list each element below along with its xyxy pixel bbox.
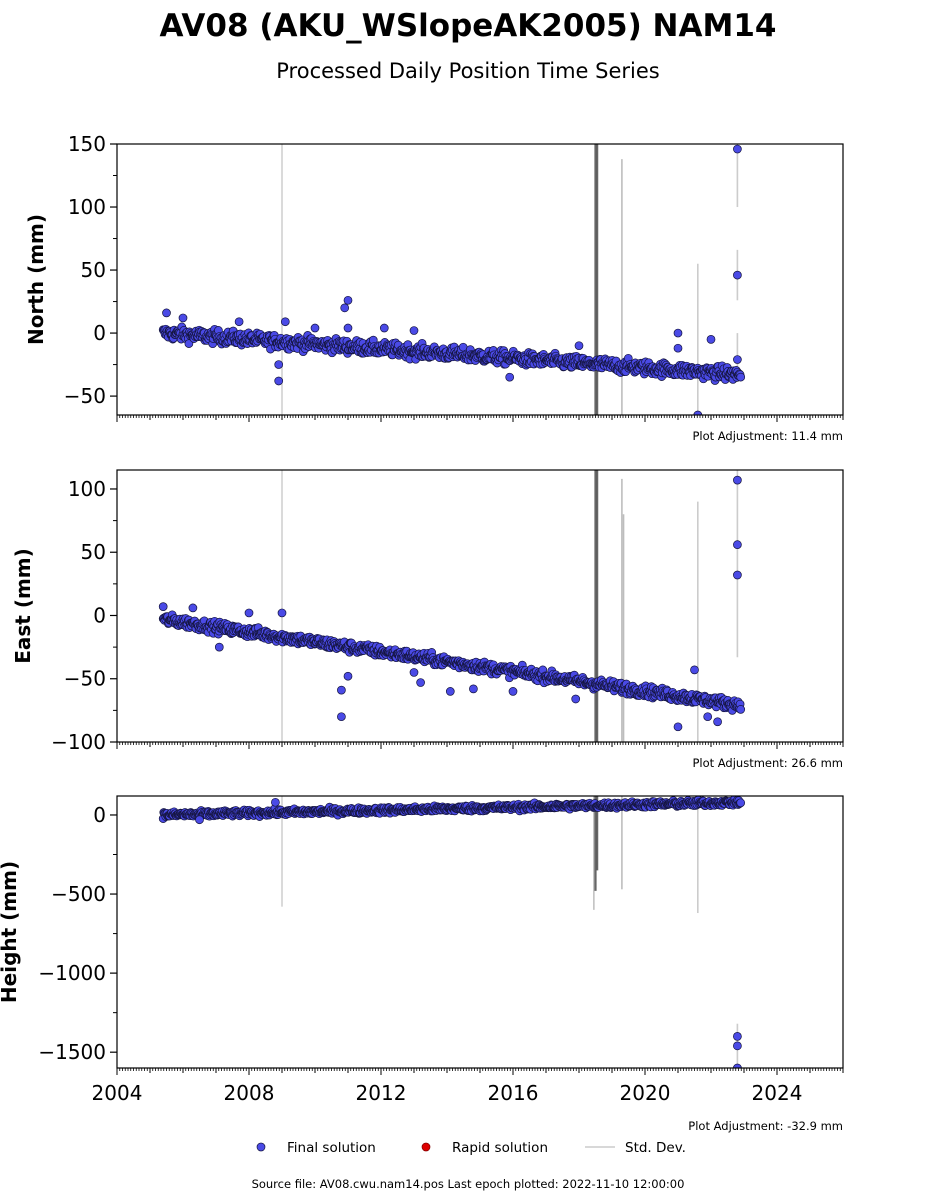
x-tick-label: 2024	[752, 1081, 803, 1105]
x-tick-label: 2020	[620, 1081, 671, 1105]
plot-area	[158, 470, 746, 742]
final-solution-outlier	[713, 717, 722, 727]
plot-adjustment-label: Plot Adjustment: 26.6 mm	[692, 756, 843, 770]
y-axis-label: Height (mm)	[0, 861, 21, 1003]
final-solution-outlier	[733, 355, 742, 364]
panel-1: −50 0 50 100 150 North (mm) Plot Adjustment: 1…	[24, 132, 844, 443]
y-tick-label: 50	[81, 540, 106, 564]
y-tick-label: −500	[51, 882, 106, 906]
final-solution-outlier	[673, 328, 683, 338]
final-solution-outlier	[343, 295, 353, 305]
y-tick-label: −1000	[38, 961, 106, 985]
final-solution-outlier	[274, 360, 284, 369]
final-solution-outlier	[337, 685, 346, 695]
final-solution-outlier	[571, 694, 581, 704]
plot-adjustment-label: Plot Adjustment: 11.4 mm	[692, 429, 843, 443]
legend-marker	[421, 1142, 431, 1152]
x-tick-label: 2008	[224, 1081, 275, 1105]
final-solution-outlier	[409, 326, 419, 335]
final-solution-point	[736, 372, 746, 382]
y-tick-label: −1500	[38, 1040, 106, 1064]
y-tick-label: 100	[68, 477, 106, 501]
final-solution-outlier	[409, 668, 419, 677]
axes-frame	[116, 795, 844, 1069]
x-tick-label: 2012	[356, 1081, 407, 1105]
panel-3: 2004 2008 2012 2016 2020 2024 −1500 −1000 −500 0 H…	[0, 795, 844, 1133]
legend-item: Rapid solution	[421, 1140, 548, 1156]
chart-subtitle: Processed Daily Position Time Series	[276, 59, 660, 83]
legend-item: Final solution	[256, 1140, 376, 1156]
final-solution-outlier	[508, 687, 518, 696]
x-tick-label: 2016	[488, 1081, 539, 1105]
final-solution-outlier	[277, 608, 287, 618]
final-solution-outlier	[690, 665, 699, 675]
legend-marker	[256, 1142, 266, 1152]
y-tick-label: 0	[93, 321, 106, 345]
y-tick-label: 150	[68, 132, 106, 156]
final-solution-outlier	[310, 323, 320, 333]
final-solution-outlier	[158, 602, 168, 611]
final-solution-outlier	[379, 323, 389, 333]
final-solution-outlier	[416, 678, 425, 687]
final-solution-outlier	[188, 603, 198, 613]
final-solution-outlier	[733, 1063, 742, 1068]
final-solution-outlier	[178, 313, 188, 323]
final-solution-outlier	[733, 144, 742, 154]
y-tick-label: −100	[51, 730, 106, 754]
y-tick-label: 100	[68, 195, 106, 219]
final-solution-outlier	[343, 323, 353, 333]
final-solution-point	[736, 798, 746, 808]
y-tick-label: 50	[81, 258, 106, 282]
final-solution-point	[736, 705, 746, 714]
final-solution-outlier	[343, 671, 353, 681]
final-solution-outlier	[214, 642, 224, 652]
plot-area	[158, 796, 746, 1068]
final-solution-outlier	[340, 303, 350, 313]
y-tick-label: 0	[93, 603, 106, 627]
legend-item: Std. Dev.	[585, 1140, 686, 1156]
chart-title-text: AV08 (AKU_WSlopeAK2005) NAM14	[160, 8, 777, 44]
final-solution-outlier	[280, 317, 290, 327]
final-solution-outlier	[162, 308, 171, 318]
legend-label: Rapid solution	[452, 1140, 548, 1156]
final-solution-outlier	[733, 475, 742, 485]
x-tick-label: 2004	[92, 1081, 143, 1105]
final-solution-outlier	[469, 684, 478, 694]
final-solution-outlier	[693, 410, 703, 415]
final-solution-outlier	[733, 1041, 742, 1051]
legend-label: Final solution	[287, 1140, 376, 1156]
final-solution-outlier	[733, 270, 742, 280]
final-solution-outlier	[274, 376, 284, 386]
final-solution-outlier	[271, 797, 280, 807]
final-solution-outlier	[195, 815, 204, 825]
legend-label: Std. Dev.	[625, 1140, 686, 1156]
final-solution-outlier	[337, 712, 346, 722]
legend: Final solution Rapid solution Std. Dev.	[256, 1140, 686, 1156]
plot-adjustment-label: Plot Adjustment: -32.9 mm	[688, 1119, 843, 1133]
final-solution-outlier	[733, 570, 742, 580]
final-solution-outlier	[706, 335, 716, 344]
final-solution-outlier	[673, 343, 683, 353]
y-axis-label: East (mm)	[11, 548, 35, 664]
final-solution-outlier	[574, 341, 584, 351]
y-tick-label: −50	[64, 667, 106, 691]
y-axis-label: North (mm)	[24, 214, 48, 345]
final-solution-outlier	[733, 1032, 742, 1041]
y-tick-label: 0	[93, 803, 106, 827]
final-solution-outlier	[445, 687, 455, 696]
final-solution-outlier	[673, 722, 683, 732]
final-solution-outlier	[244, 608, 254, 618]
final-solution-outlier	[234, 317, 244, 327]
final-solution-outlier	[733, 540, 742, 549]
final-solution-outlier	[505, 372, 515, 382]
final-solution-outlier	[703, 712, 713, 722]
source-footer: Source file: AV08.cwu.nam14.pos Last epo…	[252, 1177, 685, 1191]
y-tick-label: −50	[64, 384, 106, 408]
panel-2: −100 −50 0 50 100 East (mm) Plot Adjustment: 2…	[11, 469, 844, 770]
plot-area	[158, 144, 746, 415]
